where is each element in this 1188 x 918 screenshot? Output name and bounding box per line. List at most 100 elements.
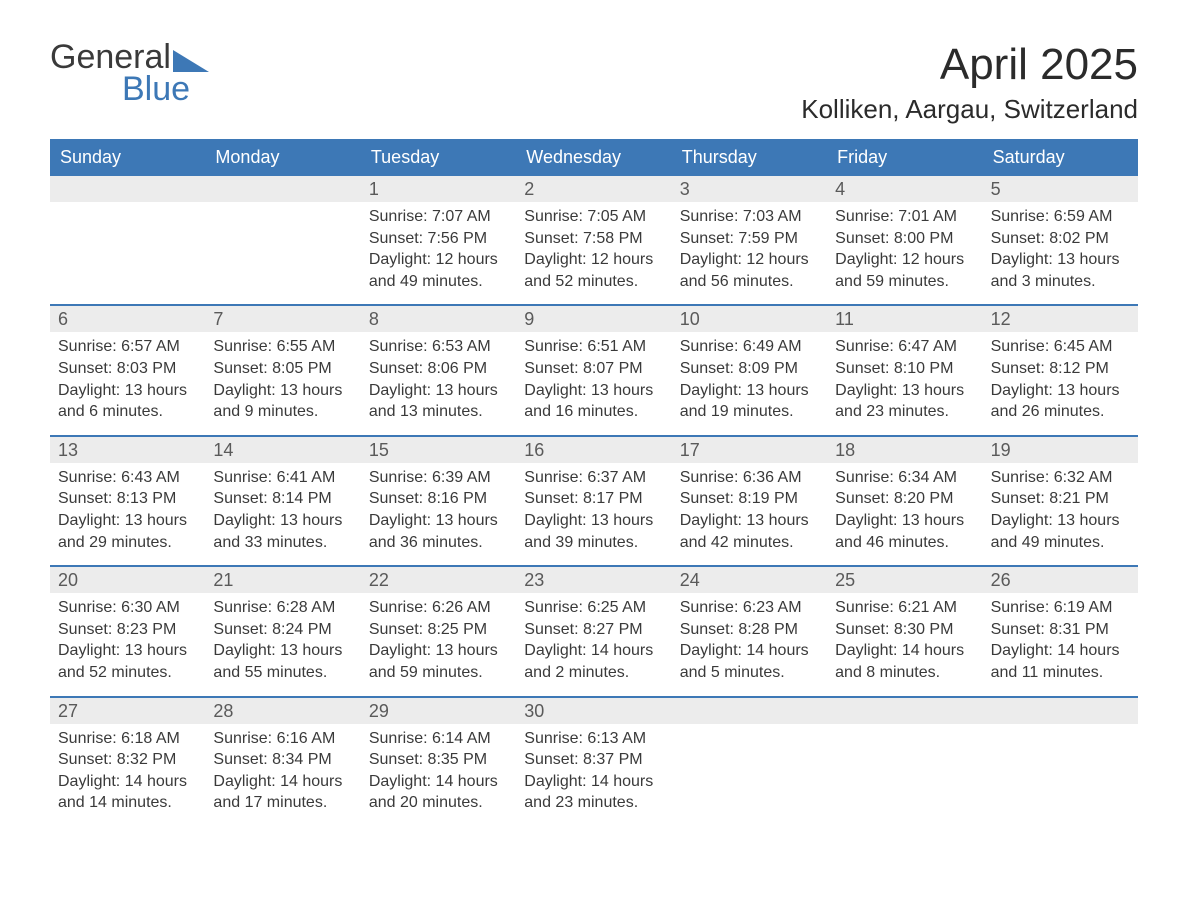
calendar-cell: 27Sunrise: 6:18 AMSunset: 8:32 PMDayligh… [50, 698, 205, 826]
day-number: 12 [983, 306, 1138, 332]
calendar-cell: 6Sunrise: 6:57 AMSunset: 8:03 PMDaylight… [50, 306, 205, 434]
sunrise-text: Sunrise: 6:43 AM [58, 467, 197, 489]
daylight-text: Daylight: 14 hours and 8 minutes. [835, 640, 974, 683]
sunrise-text: Sunrise: 7:07 AM [369, 206, 508, 228]
cell-body: Sunrise: 6:26 AMSunset: 8:25 PMDaylight:… [361, 593, 516, 695]
calendar-cell: 8Sunrise: 6:53 AMSunset: 8:06 PMDaylight… [361, 306, 516, 434]
calendar-cell: 20Sunrise: 6:30 AMSunset: 8:23 PMDayligh… [50, 567, 205, 695]
sunset-text: Sunset: 7:58 PM [524, 228, 663, 250]
calendar-cell: 9Sunrise: 6:51 AMSunset: 8:07 PMDaylight… [516, 306, 671, 434]
daylight-text: Daylight: 12 hours and 49 minutes. [369, 249, 508, 292]
daylight-text: Daylight: 13 hours and 55 minutes. [213, 640, 352, 683]
calendar-cell [983, 698, 1138, 826]
calendar-cell: 26Sunrise: 6:19 AMSunset: 8:31 PMDayligh… [983, 567, 1138, 695]
day-number: 8 [361, 306, 516, 332]
daylight-text: Daylight: 13 hours and 36 minutes. [369, 510, 508, 553]
cell-body: Sunrise: 6:55 AMSunset: 8:05 PMDaylight:… [205, 332, 360, 434]
logo-triangle-icon [173, 50, 209, 72]
day-number: 22 [361, 567, 516, 593]
day-number [50, 176, 205, 202]
sunset-text: Sunset: 7:56 PM [369, 228, 508, 250]
cell-body: Sunrise: 6:18 AMSunset: 8:32 PMDaylight:… [50, 724, 205, 826]
sunset-text: Sunset: 7:59 PM [680, 228, 819, 250]
calendar: Sunday Monday Tuesday Wednesday Thursday… [50, 139, 1138, 826]
sunset-text: Sunset: 8:34 PM [213, 749, 352, 771]
week-row: 13Sunrise: 6:43 AMSunset: 8:13 PMDayligh… [50, 435, 1138, 565]
calendar-cell: 12Sunrise: 6:45 AMSunset: 8:12 PMDayligh… [983, 306, 1138, 434]
sunrise-text: Sunrise: 6:53 AM [369, 336, 508, 358]
calendar-cell: 4Sunrise: 7:01 AMSunset: 8:00 PMDaylight… [827, 176, 982, 304]
daylight-text: Daylight: 13 hours and 59 minutes. [369, 640, 508, 683]
daylight-text: Daylight: 14 hours and 2 minutes. [524, 640, 663, 683]
sunrise-text: Sunrise: 6:19 AM [991, 597, 1130, 619]
sunset-text: Sunset: 8:10 PM [835, 358, 974, 380]
day-header-sunday: Sunday [50, 139, 205, 176]
sunrise-text: Sunrise: 6:36 AM [680, 467, 819, 489]
day-number: 16 [516, 437, 671, 463]
sunset-text: Sunset: 8:19 PM [680, 488, 819, 510]
cell-body: Sunrise: 6:51 AMSunset: 8:07 PMDaylight:… [516, 332, 671, 434]
day-number [205, 176, 360, 202]
daylight-text: Daylight: 12 hours and 59 minutes. [835, 249, 974, 292]
day-number: 9 [516, 306, 671, 332]
sunrise-text: Sunrise: 7:05 AM [524, 206, 663, 228]
calendar-cell: 3Sunrise: 7:03 AMSunset: 7:59 PMDaylight… [672, 176, 827, 304]
cell-body: Sunrise: 6:39 AMSunset: 8:16 PMDaylight:… [361, 463, 516, 565]
sunset-text: Sunset: 8:23 PM [58, 619, 197, 641]
week-row: 1Sunrise: 7:07 AMSunset: 7:56 PMDaylight… [50, 176, 1138, 304]
cell-body: Sunrise: 6:57 AMSunset: 8:03 PMDaylight:… [50, 332, 205, 434]
daylight-text: Daylight: 14 hours and 20 minutes. [369, 771, 508, 814]
cell-body: Sunrise: 6:23 AMSunset: 8:28 PMDaylight:… [672, 593, 827, 695]
calendar-cell: 23Sunrise: 6:25 AMSunset: 8:27 PMDayligh… [516, 567, 671, 695]
location-label: Kolliken, Aargau, Switzerland [801, 94, 1138, 125]
cell-body [983, 724, 1138, 740]
calendar-cell: 15Sunrise: 6:39 AMSunset: 8:16 PMDayligh… [361, 437, 516, 565]
day-number [827, 698, 982, 724]
calendar-cell: 21Sunrise: 6:28 AMSunset: 8:24 PMDayligh… [205, 567, 360, 695]
calendar-cell: 11Sunrise: 6:47 AMSunset: 8:10 PMDayligh… [827, 306, 982, 434]
sunrise-text: Sunrise: 6:37 AM [524, 467, 663, 489]
sunrise-text: Sunrise: 6:21 AM [835, 597, 974, 619]
sunrise-text: Sunrise: 6:16 AM [213, 728, 352, 750]
daylight-text: Daylight: 13 hours and 49 minutes. [991, 510, 1130, 553]
calendar-cell: 10Sunrise: 6:49 AMSunset: 8:09 PMDayligh… [672, 306, 827, 434]
cell-body: Sunrise: 6:45 AMSunset: 8:12 PMDaylight:… [983, 332, 1138, 434]
daylight-text: Daylight: 14 hours and 17 minutes. [213, 771, 352, 814]
day-number: 19 [983, 437, 1138, 463]
sunset-text: Sunset: 8:07 PM [524, 358, 663, 380]
sunset-text: Sunset: 8:28 PM [680, 619, 819, 641]
sunset-text: Sunset: 8:14 PM [213, 488, 352, 510]
daylight-text: Daylight: 13 hours and 29 minutes. [58, 510, 197, 553]
sunset-text: Sunset: 8:09 PM [680, 358, 819, 380]
sunrise-text: Sunrise: 6:51 AM [524, 336, 663, 358]
cell-body: Sunrise: 6:49 AMSunset: 8:09 PMDaylight:… [672, 332, 827, 434]
day-header-saturday: Saturday [983, 139, 1138, 176]
calendar-cell: 19Sunrise: 6:32 AMSunset: 8:21 PMDayligh… [983, 437, 1138, 565]
daylight-text: Daylight: 13 hours and 42 minutes. [680, 510, 819, 553]
daylight-text: Daylight: 13 hours and 26 minutes. [991, 380, 1130, 423]
logo-stack: General Blue [50, 40, 209, 105]
calendar-cell: 17Sunrise: 6:36 AMSunset: 8:19 PMDayligh… [672, 437, 827, 565]
day-number: 20 [50, 567, 205, 593]
sunrise-text: Sunrise: 6:25 AM [524, 597, 663, 619]
sunrise-text: Sunrise: 6:13 AM [524, 728, 663, 750]
cell-body: Sunrise: 7:01 AMSunset: 8:00 PMDaylight:… [827, 202, 982, 304]
day-header-row: Sunday Monday Tuesday Wednesday Thursday… [50, 139, 1138, 176]
cell-body [672, 724, 827, 740]
cell-body: Sunrise: 7:05 AMSunset: 7:58 PMDaylight:… [516, 202, 671, 304]
sunrise-text: Sunrise: 6:23 AM [680, 597, 819, 619]
day-number: 7 [205, 306, 360, 332]
calendar-cell: 29Sunrise: 6:14 AMSunset: 8:35 PMDayligh… [361, 698, 516, 826]
cell-body: Sunrise: 7:07 AMSunset: 7:56 PMDaylight:… [361, 202, 516, 304]
sunset-text: Sunset: 8:20 PM [835, 488, 974, 510]
calendar-cell: 2Sunrise: 7:05 AMSunset: 7:58 PMDaylight… [516, 176, 671, 304]
day-header-tuesday: Tuesday [361, 139, 516, 176]
calendar-cell [827, 698, 982, 826]
sunrise-text: Sunrise: 6:47 AM [835, 336, 974, 358]
day-number: 4 [827, 176, 982, 202]
sunset-text: Sunset: 8:24 PM [213, 619, 352, 641]
title-block: April 2025 Kolliken, Aargau, Switzerland [801, 40, 1138, 125]
cell-body [50, 202, 205, 218]
day-number: 23 [516, 567, 671, 593]
daylight-text: Daylight: 13 hours and 46 minutes. [835, 510, 974, 553]
